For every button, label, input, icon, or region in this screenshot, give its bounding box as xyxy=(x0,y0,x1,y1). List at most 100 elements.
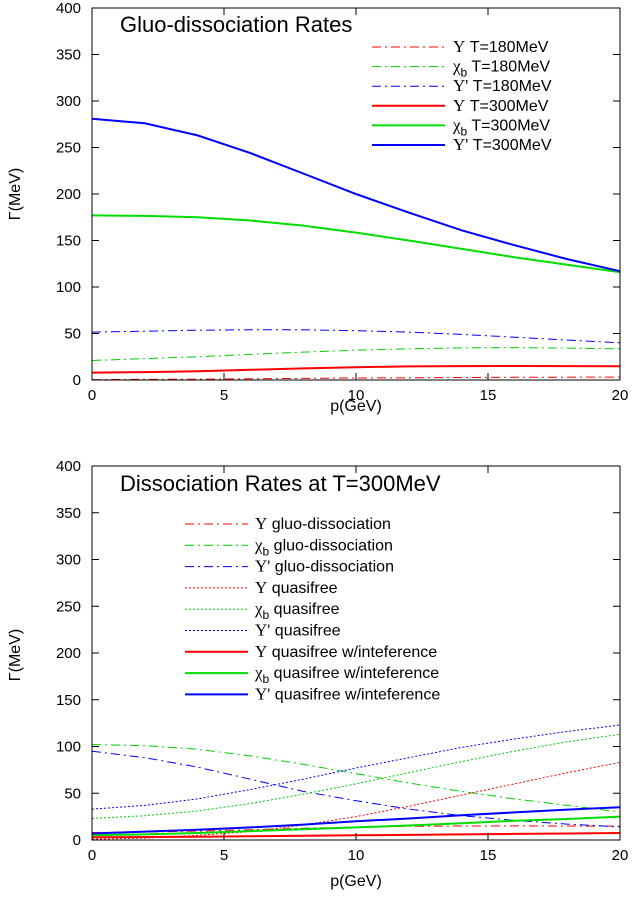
y-tick-label: 400 xyxy=(56,0,81,17)
legend-label: T=300MeV xyxy=(467,117,550,134)
x-axis-label: p(GeV) xyxy=(330,398,382,415)
legend-symbol: Υ xyxy=(453,96,465,115)
legend-entry: Υ' T=180MeV xyxy=(453,76,552,95)
legend-entry: Υ quasifree xyxy=(255,578,338,597)
legend-entry: χb quasifree xyxy=(254,599,340,622)
legend-subscript: b xyxy=(263,544,270,558)
chart-title: Gluo-dissociation Rates xyxy=(120,12,352,37)
y-axis-label: Γ(MeV) xyxy=(7,168,24,220)
x-axis-label: p(GeV) xyxy=(330,873,382,890)
x-tick-label: 20 xyxy=(612,387,629,404)
series-line xyxy=(91,750,621,828)
legend-label: gluo-dissociation xyxy=(270,559,394,576)
series-line xyxy=(91,364,621,374)
legend-symbol: Υ' xyxy=(453,135,468,154)
x-tick-label: 15 xyxy=(480,387,497,404)
series-line xyxy=(91,724,621,810)
x-tick-label: 10 xyxy=(348,387,365,404)
series-line xyxy=(91,825,621,833)
x-tick-label: 15 xyxy=(480,847,497,864)
legend-label: T=180MeV xyxy=(465,39,548,56)
series-line xyxy=(91,744,621,813)
legend-label: quasifree w/inteference xyxy=(269,665,439,682)
y-axis-label: Γ(MeV) xyxy=(7,629,24,681)
chart-dissociation-rates-t300: 0 50 100 150 200 250 300 350 400 0 5 10 15 20 p(GeV) Γ(… xyxy=(7,458,628,890)
series-line xyxy=(91,376,621,381)
y-tick-label: 350 xyxy=(56,47,81,64)
legend-symbol: χ xyxy=(254,535,263,554)
legend-symbol: Υ' xyxy=(255,684,270,703)
legend-symbol: χ xyxy=(254,663,263,682)
y-tick-label: 100 xyxy=(56,739,81,756)
y-tick-label: 250 xyxy=(56,598,81,615)
y-tick-label: 300 xyxy=(56,552,81,569)
series-line xyxy=(91,117,621,273)
legend-symbol: Υ xyxy=(255,514,267,533)
legend-label: gluo-dissociation xyxy=(269,537,393,554)
chart-gluo-dissociation-rates: 0 50 100 150 200 250 300 350 400 0 5 10 15 20 p(GeV) Γ(… xyxy=(7,0,628,415)
chart-title: Dissociation Rates at T=300MeV xyxy=(120,471,441,496)
legend-symbol: χ xyxy=(452,115,461,134)
legend-entry: Υ' T=300MeV xyxy=(453,135,552,154)
legend-entry: χb T=300MeV xyxy=(452,115,550,138)
legend-symbol: Υ xyxy=(255,578,267,597)
series-line xyxy=(91,733,621,819)
series-line xyxy=(91,329,621,344)
series-line xyxy=(91,347,621,361)
y-tick-label: 50 xyxy=(64,326,81,343)
legend-label: T=300MeV xyxy=(468,137,551,154)
legend-label: T=180MeV xyxy=(467,59,550,76)
y-tick-label: 200 xyxy=(56,186,81,203)
legend-label: quasifree xyxy=(267,580,337,597)
series-line xyxy=(91,806,621,835)
legend-symbol: Υ' xyxy=(453,76,468,95)
legend-entry: Υ' gluo-dissociation xyxy=(255,557,394,576)
legend-symbol: Υ xyxy=(453,37,465,56)
y-tick-label: 150 xyxy=(56,692,81,709)
x-tick-label: 5 xyxy=(220,387,228,404)
legend-subscript: b xyxy=(263,608,270,622)
legend-label: quasifree w/inteference xyxy=(270,686,440,703)
legend-entry: χb T=180MeV xyxy=(452,57,550,80)
legend-label: T=180MeV xyxy=(468,78,551,95)
series-line xyxy=(91,214,621,274)
legend-label: quasifree xyxy=(270,623,340,640)
legend-symbol: χ xyxy=(254,599,263,618)
y-tick-label: 400 xyxy=(56,458,81,475)
legend-entry: Υ' quasifree xyxy=(255,621,341,640)
x-tick-label: 20 xyxy=(612,847,629,864)
y-tick-label: 0 xyxy=(73,832,81,849)
x-tick-label: 5 xyxy=(220,847,228,864)
legend-symbol: Υ' xyxy=(255,557,270,576)
legend-symbol: χ xyxy=(452,57,461,76)
legend-entry: Υ T=180MeV xyxy=(453,37,549,56)
legend-label: gluo-dissociation xyxy=(267,516,391,533)
legend-label: quasifree xyxy=(269,601,339,618)
legend-symbol: Υ xyxy=(255,642,267,661)
legend-subscript: b xyxy=(263,672,270,686)
x-tick-label: 10 xyxy=(348,847,365,864)
legend-entry: χb quasifree w/inteference xyxy=(254,663,439,686)
y-tick-label: 50 xyxy=(64,785,81,802)
legend-label: T=300MeV xyxy=(465,98,548,115)
x-tick-label: 0 xyxy=(88,847,96,864)
y-tick-label: 250 xyxy=(56,140,81,157)
legend-label: quasifree w/inteference xyxy=(267,644,437,661)
y-tick-label: 200 xyxy=(56,645,81,662)
legend-entry: Υ gluo-dissociation xyxy=(255,514,391,533)
y-tick-label: 150 xyxy=(56,233,81,250)
legend-entry: χb gluo-dissociation xyxy=(254,535,393,558)
series-line xyxy=(91,815,621,837)
y-tick-label: 100 xyxy=(56,279,81,296)
y-tick-label: 0 xyxy=(73,372,81,389)
legend-subscript: b xyxy=(461,66,468,80)
legend-entry: Υ quasifree w/inteference xyxy=(255,642,437,661)
y-tick-label: 350 xyxy=(56,505,81,522)
x-tick-label: 0 xyxy=(88,387,96,404)
legend-entry: Υ T=300MeV xyxy=(453,96,549,115)
legend-entry: Υ' quasifree w/inteference xyxy=(255,684,440,703)
legend-symbol: Υ' xyxy=(255,621,270,640)
